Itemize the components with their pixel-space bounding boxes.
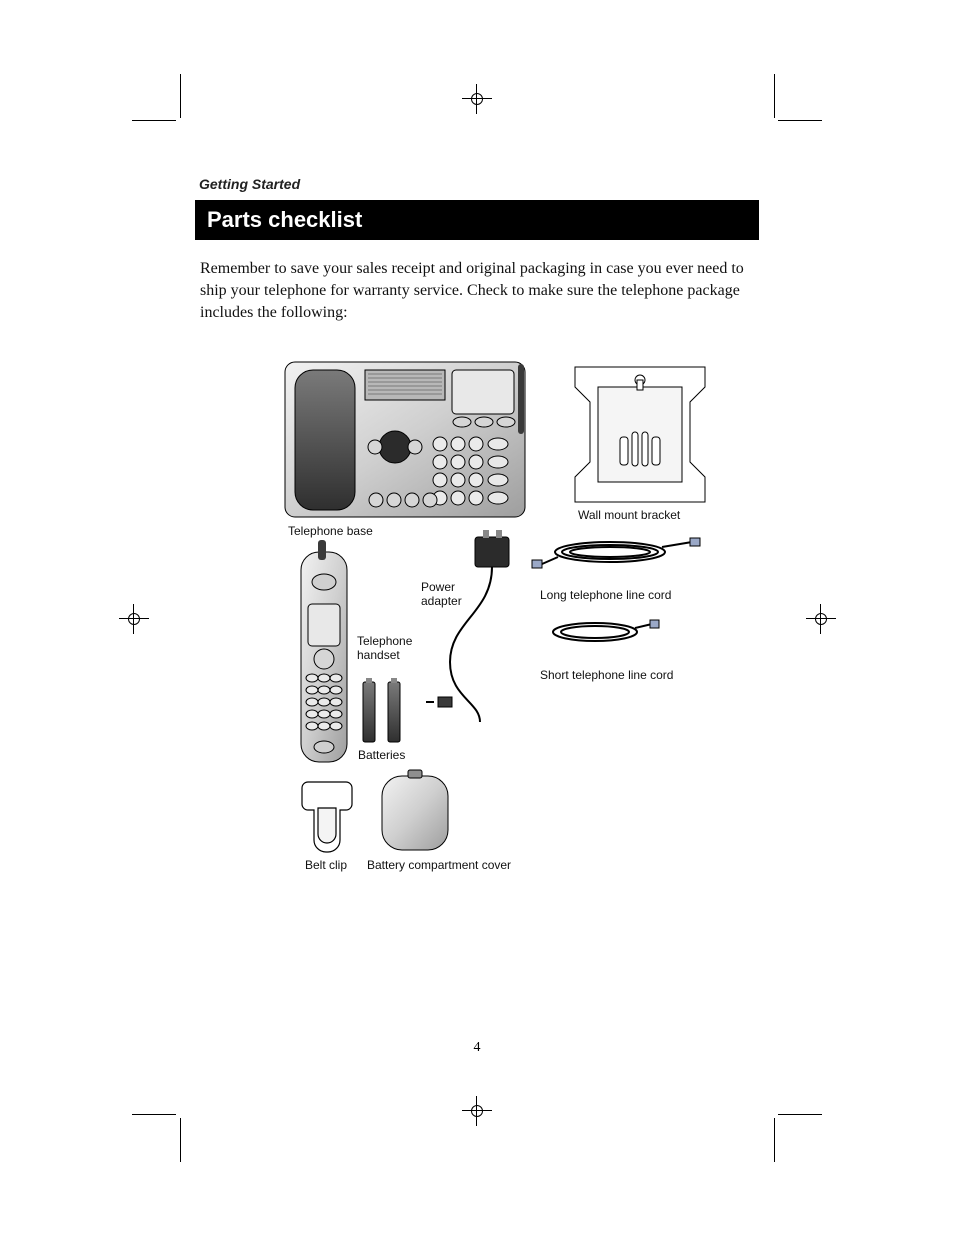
- crop-mark: [778, 1114, 822, 1115]
- caption-handset-l1: Telephone: [357, 634, 412, 648]
- caption-power-adapter-l2: adapter: [421, 594, 462, 608]
- belt-clip-illustration: [302, 782, 352, 852]
- parts-figure: Telephone base Wall mount bracket Power …: [200, 352, 760, 892]
- caption-batteries: Batteries: [358, 748, 405, 762]
- power-adapter-illustration: [426, 530, 509, 722]
- short-cord-illustration: [553, 620, 659, 641]
- register-mark-left: [125, 610, 143, 628]
- caption-power-adapter-l1: Power: [421, 580, 455, 594]
- register-mark-bottom: [468, 1102, 486, 1120]
- crop-mark: [132, 1114, 176, 1115]
- register-mark-top: [468, 90, 486, 108]
- caption-wall-mount-bracket: Wall mount bracket: [578, 508, 680, 522]
- crop-mark: [180, 74, 181, 118]
- section-label: Getting Started: [199, 176, 300, 192]
- caption-belt-clip: Belt clip: [305, 858, 347, 872]
- title-bar: Parts checklist: [195, 200, 759, 240]
- crop-mark: [774, 74, 775, 118]
- batteries-illustration: [363, 678, 400, 742]
- crop-mark: [774, 1118, 775, 1162]
- page-number: 4: [0, 1040, 954, 1056]
- telephone-base-illustration: [285, 362, 525, 517]
- caption-handset-l2: handset: [357, 648, 400, 662]
- caption-telephone-base: Telephone base: [288, 524, 373, 538]
- page-title: Parts checklist: [195, 200, 759, 240]
- long-cord-illustration: [532, 538, 700, 568]
- parts-svg: [200, 352, 760, 892]
- crop-mark: [778, 120, 822, 121]
- caption-long-cord: Long telephone line cord: [540, 588, 671, 602]
- caption-short-cord: Short telephone line cord: [540, 668, 673, 682]
- wall-mount-bracket-illustration: [575, 367, 705, 502]
- caption-battery-cover: Battery compartment cover: [367, 858, 511, 872]
- crop-mark: [132, 120, 176, 121]
- crop-mark: [180, 1118, 181, 1162]
- page-root: Getting Started Parts checklist Remember…: [0, 0, 954, 1235]
- battery-cover-illustration: [382, 770, 448, 850]
- telephone-handset-illustration: [301, 540, 347, 762]
- intro-paragraph: Remember to save your sales receipt and …: [200, 258, 756, 324]
- register-mark-right: [812, 610, 830, 628]
